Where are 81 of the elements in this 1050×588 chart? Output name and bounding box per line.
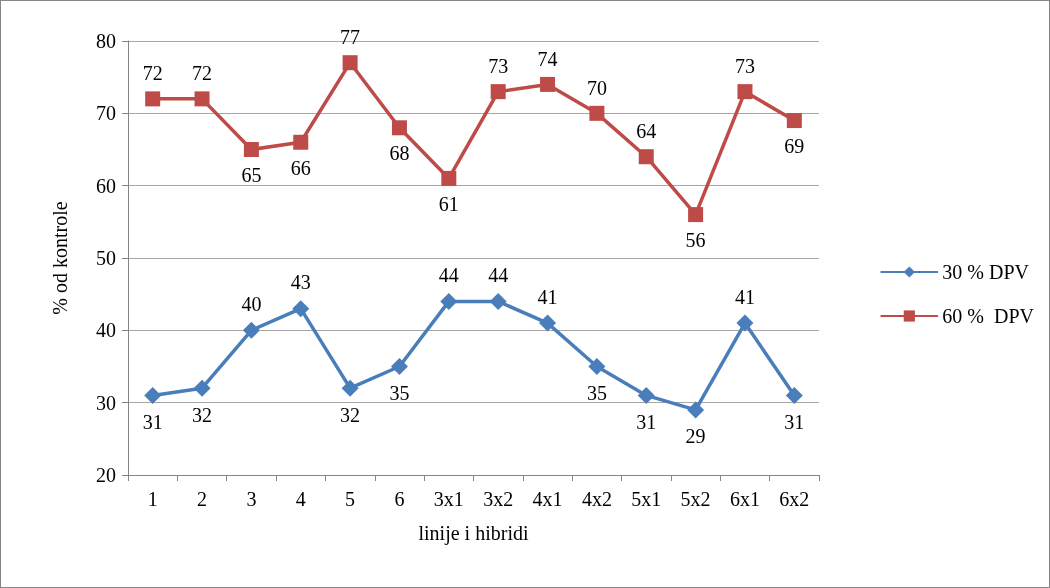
x-tick-label: 5x2	[680, 488, 711, 510]
data-label: 73	[734, 55, 755, 78]
data-label: 61	[438, 192, 459, 215]
data-label: 74	[537, 47, 558, 70]
data-label: 70	[586, 76, 607, 99]
point	[194, 91, 210, 107]
point	[441, 170, 457, 186]
data-label: 31	[142, 410, 163, 433]
point	[539, 314, 557, 332]
point	[390, 358, 408, 375]
legend-label: 30 % DPV	[942, 261, 1030, 283]
data-label: 56	[685, 229, 706, 252]
y-tick-label: 80	[96, 30, 116, 52]
x-tick-label: 6x2	[779, 488, 810, 510]
data-label: 40	[241, 292, 262, 315]
point	[637, 386, 655, 404]
point	[193, 379, 211, 397]
data-label: 32	[340, 403, 361, 426]
data-label: 44	[438, 263, 459, 286]
data-label: 32	[192, 403, 213, 426]
y-tick-label: 70	[96, 102, 116, 125]
data-label: 66	[290, 156, 311, 179]
data-label: 31	[784, 410, 805, 433]
data-label: 72	[192, 62, 213, 85]
y-axis-title: % od kontrole	[49, 201, 71, 315]
x-tick-label: 1	[147, 488, 158, 510]
point	[786, 113, 802, 129]
point	[736, 314, 754, 332]
x-tick-label: 6	[394, 488, 405, 510]
point	[737, 84, 753, 100]
y-tick-label: 20	[96, 464, 116, 486]
data-label: 29	[685, 425, 706, 448]
y-tick-label: 40	[96, 319, 116, 342]
data-label: 43	[290, 271, 311, 294]
x-tick-label: 6x1	[729, 488, 760, 510]
data-label: 64	[636, 120, 657, 143]
x-axis-title: linije i hibridi	[418, 522, 529, 545]
x-tick-label: 3x1	[433, 488, 464, 510]
point	[144, 386, 162, 404]
data-label: 69	[784, 135, 805, 158]
y-tick-label: 30	[96, 391, 116, 414]
point	[293, 134, 309, 150]
point	[292, 300, 310, 318]
point	[638, 149, 654, 165]
data-label: 41	[734, 285, 755, 308]
y-tick-label: 60	[96, 174, 116, 197]
point	[540, 76, 556, 92]
point	[242, 321, 260, 339]
data-label: 35	[586, 382, 607, 404]
point	[490, 84, 506, 100]
x-tick-label: 4	[295, 488, 306, 510]
point	[341, 379, 359, 397]
x-tick-label: 3x2	[483, 488, 514, 510]
point	[785, 386, 803, 404]
point	[588, 358, 606, 375]
data-label: 77	[340, 26, 361, 49]
data-label: 73	[488, 55, 509, 78]
x-tick-label: 4x2	[581, 488, 612, 510]
data-label: 35	[389, 382, 410, 404]
x-tick-label: 2	[197, 488, 208, 510]
point	[243, 142, 259, 157]
data-label: 31	[636, 410, 657, 433]
point	[342, 55, 358, 71]
point	[589, 105, 605, 121]
point	[145, 91, 161, 107]
data-label: 68	[389, 142, 410, 165]
legend-label: 60 % DPV	[942, 305, 1035, 327]
point	[391, 120, 407, 136]
x-tick-label: 4x1	[532, 488, 563, 510]
point	[440, 292, 458, 310]
x-tick-label: 3	[246, 488, 257, 510]
point	[688, 207, 704, 223]
data-label: 41	[537, 285, 558, 308]
y-tick-label: 50	[96, 247, 116, 269]
point	[489, 292, 507, 310]
data-label: 44	[488, 263, 509, 286]
x-tick-label: 5x1	[631, 488, 662, 510]
data-label: 72	[142, 62, 163, 85]
data-label: 65	[241, 164, 262, 186]
x-tick-label: 5	[345, 488, 356, 510]
point	[687, 401, 705, 419]
